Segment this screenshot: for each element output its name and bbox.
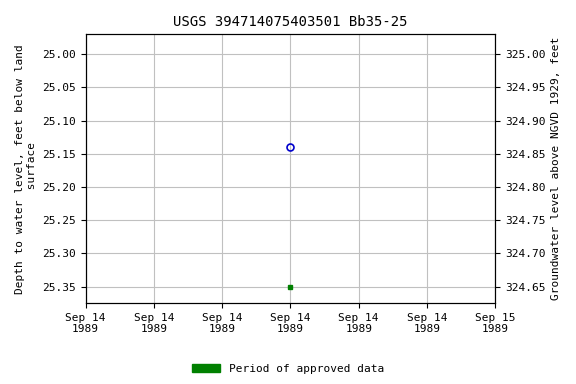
Y-axis label: Groundwater level above NGVD 1929, feet: Groundwater level above NGVD 1929, feet <box>551 37 561 300</box>
Y-axis label: Depth to water level, feet below land
 surface: Depth to water level, feet below land su… <box>15 44 37 294</box>
Legend: Period of approved data: Period of approved data <box>188 359 388 379</box>
Title: USGS 394714075403501 Bb35-25: USGS 394714075403501 Bb35-25 <box>173 15 408 29</box>
